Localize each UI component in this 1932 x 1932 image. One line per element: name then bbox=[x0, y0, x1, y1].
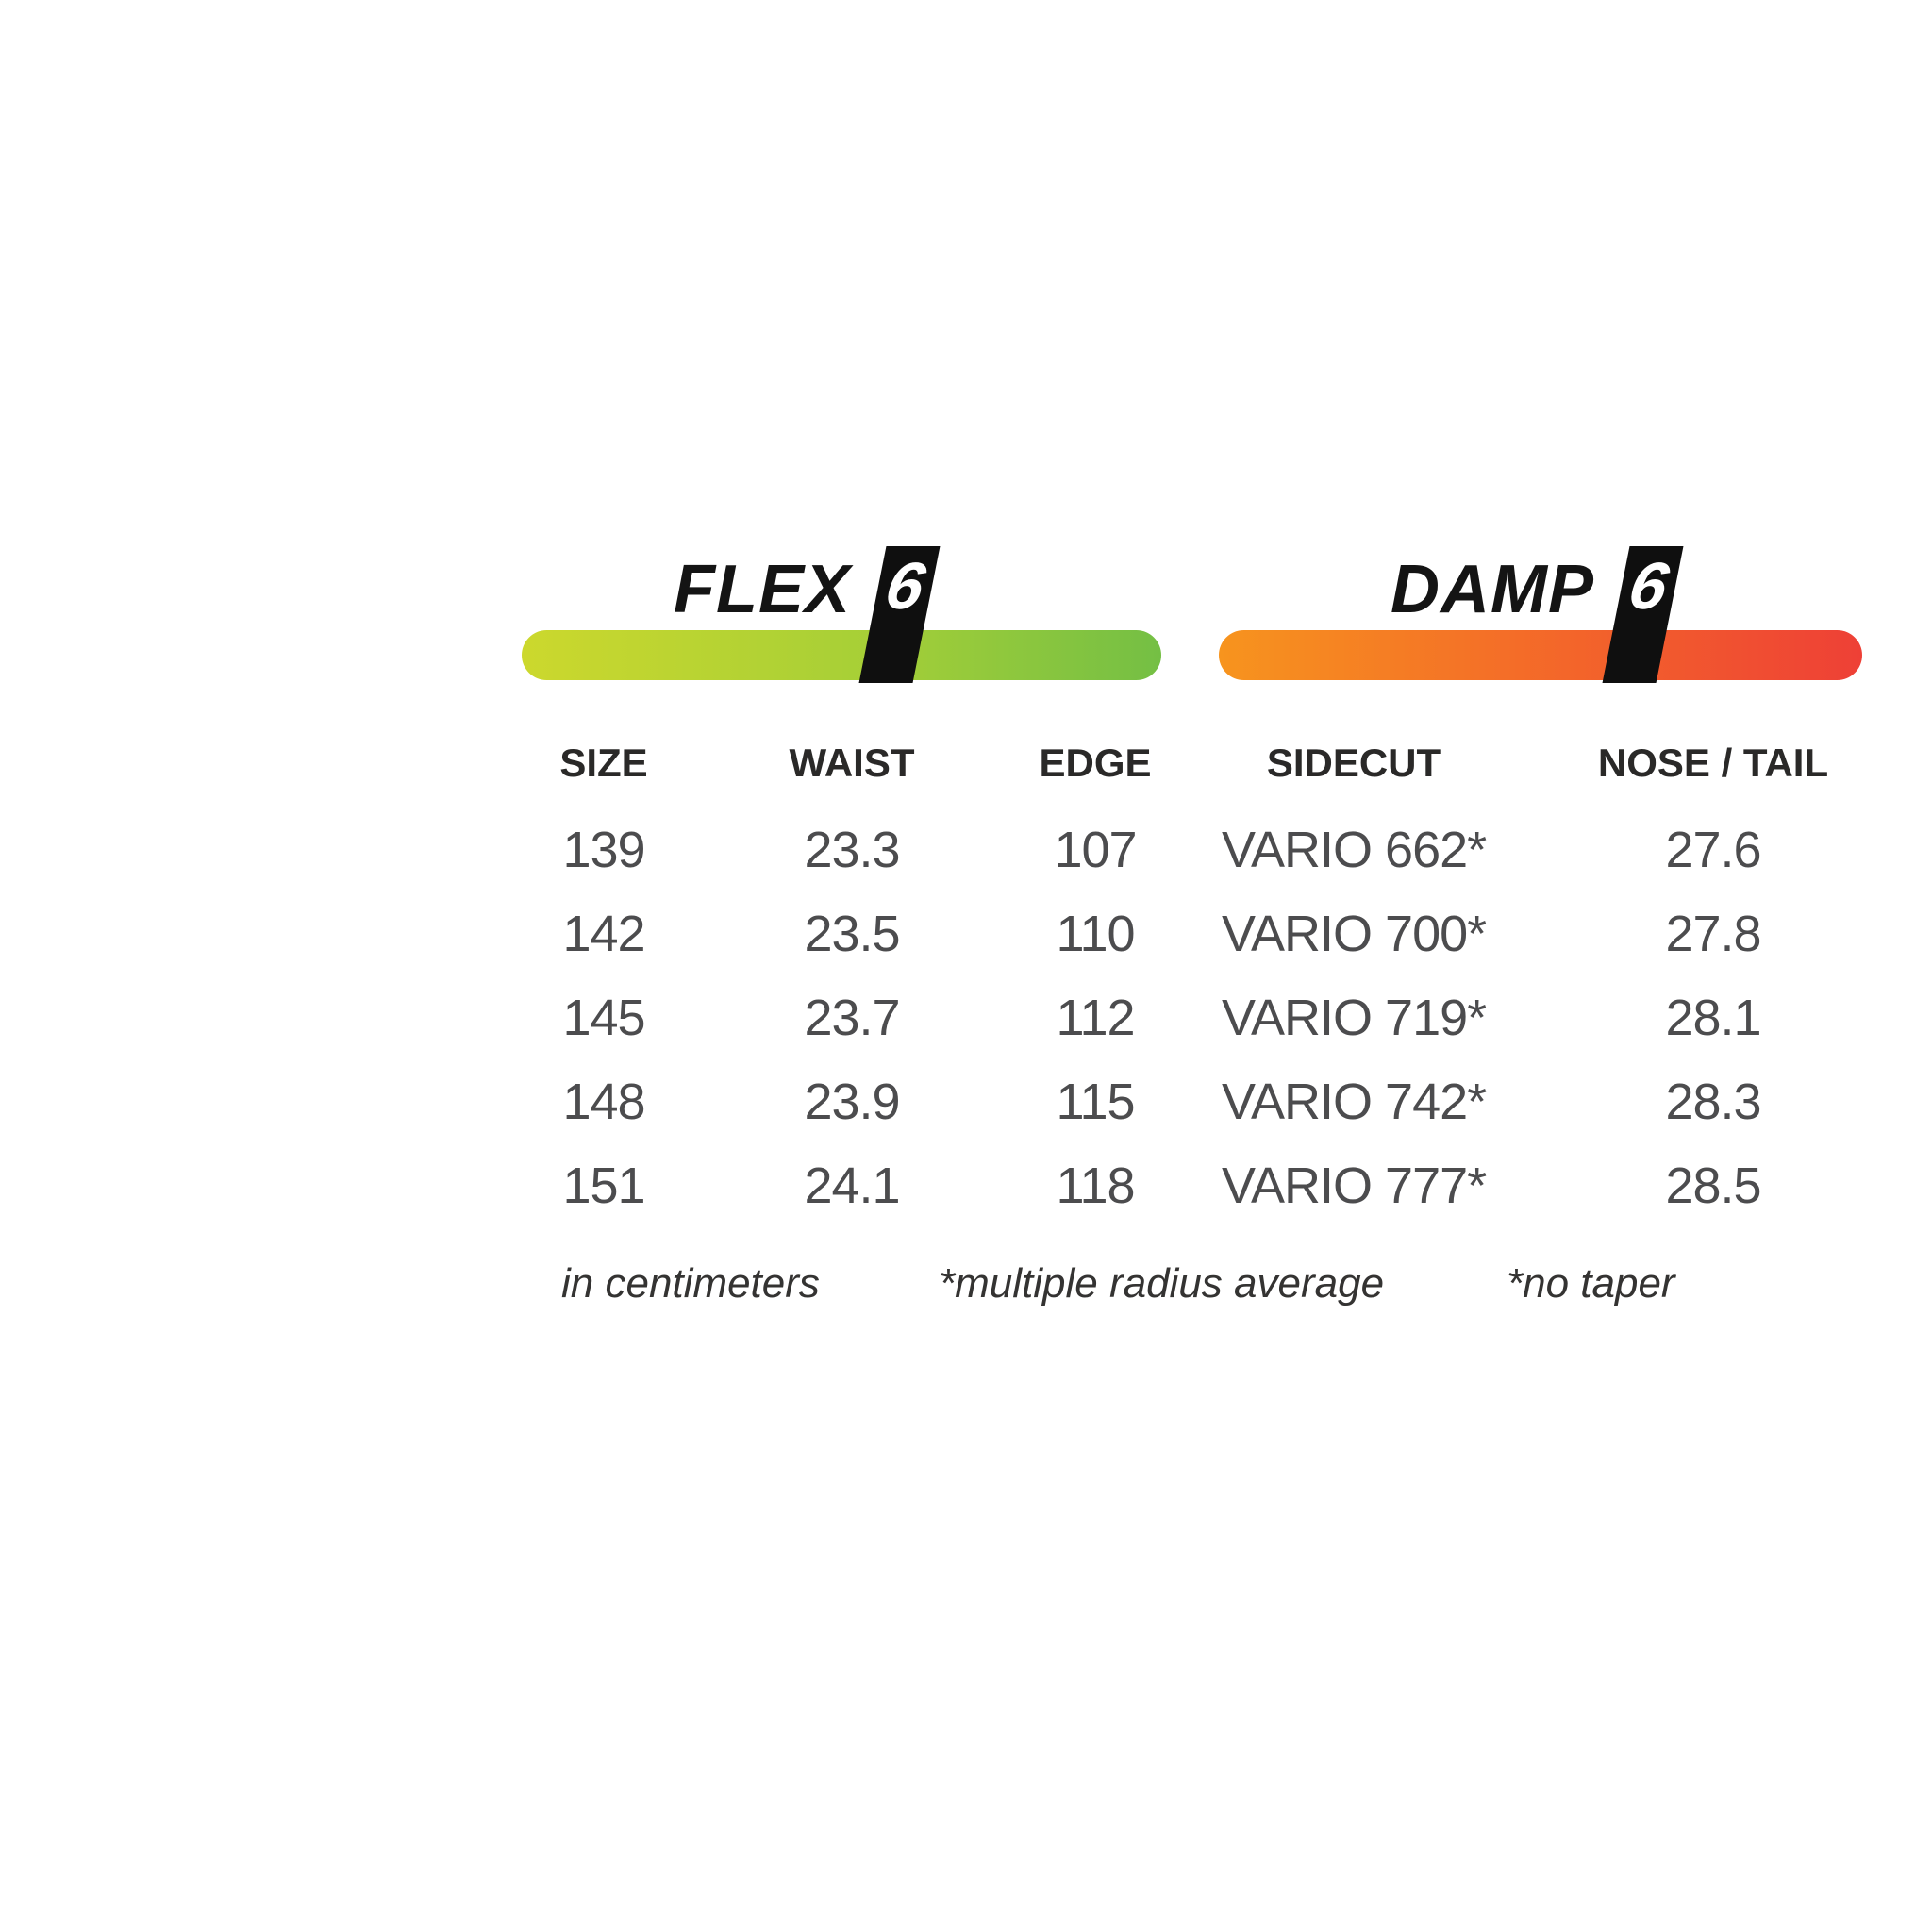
flex-gradient-bar bbox=[522, 630, 1161, 680]
table-cell-nose-r5: 28.5 bbox=[1665, 1158, 1761, 1214]
table-cell-size-r3: 145 bbox=[562, 990, 645, 1046]
damp-gradient-bar bbox=[1219, 630, 1862, 680]
table-cell-size-r5: 151 bbox=[562, 1158, 645, 1214]
table-cell-edge-r2: 110 bbox=[1056, 906, 1135, 962]
table-cell-sidecut-r1: VARIO 662* bbox=[1222, 822, 1487, 878]
table-cell-waist-r5: 24.1 bbox=[804, 1158, 900, 1214]
flex-meter-label: FLEX bbox=[673, 552, 851, 627]
table-cell-size-r4: 148 bbox=[562, 1074, 645, 1130]
spec-column-sidecut: SIDECUT VARIO 662* VARIO 700* VARIO 719*… bbox=[1222, 741, 1487, 1228]
column-header-edge: EDGE bbox=[1039, 741, 1152, 785]
footnote-units: in centimeters bbox=[561, 1260, 820, 1307]
column-header-nose-tail: NOSE / TAIL bbox=[1597, 741, 1829, 785]
table-cell-edge-r3: 112 bbox=[1056, 990, 1135, 1046]
column-header-size: SIZE bbox=[559, 741, 648, 785]
table-cell-sidecut-r5: VARIO 777* bbox=[1222, 1158, 1487, 1214]
table-cell-edge-r5: 118 bbox=[1056, 1158, 1135, 1214]
table-cell-edge-r4: 115 bbox=[1056, 1074, 1135, 1130]
spec-column-nose-tail: NOSE / TAIL 27.6 27.8 28.1 28.3 28.5 bbox=[1581, 741, 1845, 1228]
flex-value: 6 bbox=[879, 549, 931, 623]
table-cell-nose-r4: 28.3 bbox=[1665, 1074, 1761, 1130]
table-cell-sidecut-r4: VARIO 742* bbox=[1222, 1074, 1487, 1130]
table-cell-waist-r2: 23.5 bbox=[804, 906, 900, 962]
spec-column-size: SIZE 139 142 145 148 151 bbox=[524, 741, 684, 1228]
table-cell-waist-r1: 23.3 bbox=[804, 822, 900, 878]
table-cell-nose-r2: 27.8 bbox=[1665, 906, 1761, 962]
table-cell-nose-r3: 28.1 bbox=[1665, 990, 1761, 1046]
footnote-radius: *multiple radius average bbox=[939, 1260, 1385, 1307]
table-cell-edge-r1: 107 bbox=[1054, 822, 1137, 878]
table-cell-size-r1: 139 bbox=[562, 822, 645, 878]
table-cell-nose-r1: 27.6 bbox=[1665, 822, 1761, 878]
table-cell-waist-r4: 23.9 bbox=[804, 1074, 900, 1130]
column-header-sidecut: SIDECUT bbox=[1266, 741, 1441, 785]
spec-column-edge: EDGE 107 110 112 115 118 bbox=[1006, 741, 1185, 1228]
table-cell-waist-r3: 23.7 bbox=[804, 990, 900, 1046]
table-cell-sidecut-r3: VARIO 719* bbox=[1222, 990, 1487, 1046]
column-header-waist: WAIST bbox=[789, 741, 915, 785]
table-cell-sidecut-r2: VARIO 700* bbox=[1222, 906, 1487, 962]
spec-column-waist: WAIST 23.3 23.5 23.7 23.9 24.1 bbox=[767, 741, 937, 1228]
table-cell-size-r2: 142 bbox=[562, 906, 645, 962]
damp-meter-label: DAMP bbox=[1391, 552, 1594, 627]
damp-value: 6 bbox=[1623, 549, 1674, 623]
footnote-taper: *no taper bbox=[1507, 1260, 1675, 1307]
